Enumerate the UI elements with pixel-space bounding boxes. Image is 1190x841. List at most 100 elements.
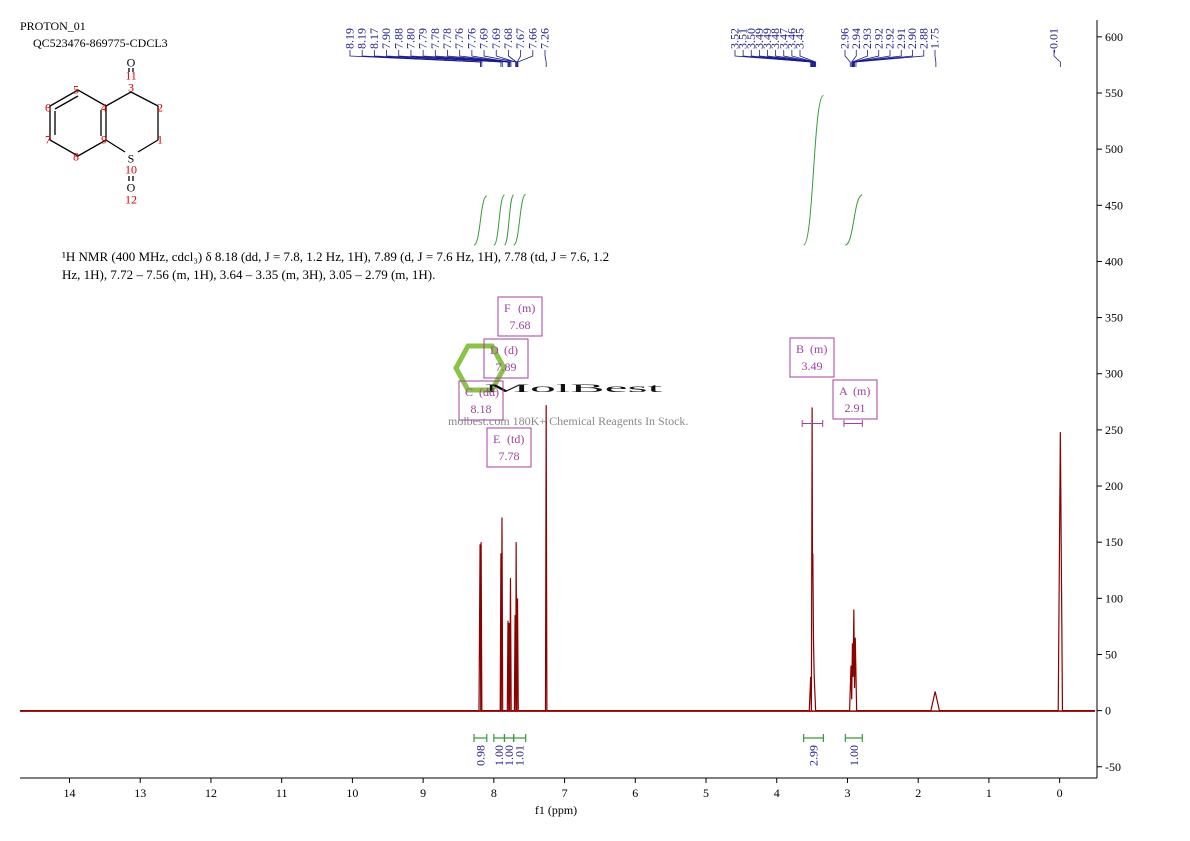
y-tick-label: 200 bbox=[1105, 479, 1123, 493]
x-tick-label: 8 bbox=[491, 786, 497, 800]
atom-label: 1 bbox=[157, 133, 163, 147]
multiplet-kind: (td) bbox=[507, 432, 524, 446]
peak-label: 2.91 bbox=[894, 28, 908, 49]
peak-connector bbox=[447, 50, 510, 67]
integral-curve bbox=[513, 194, 527, 246]
peak-connector bbox=[799, 50, 817, 67]
peak-label: 2.96 bbox=[838, 28, 852, 49]
peak-connector bbox=[783, 50, 815, 67]
x-tick-label: 1 bbox=[986, 786, 992, 800]
peak-label: 3.51 bbox=[736, 28, 750, 49]
y-tick-label: 150 bbox=[1105, 535, 1123, 549]
integral-label: 1.01 bbox=[513, 745, 527, 766]
multiplet: B (m) 3.49 bbox=[789, 337, 835, 427]
multiplet-shift: 3.49 bbox=[802, 359, 823, 373]
bond bbox=[130, 91, 159, 107]
multiplet-kind: (m) bbox=[810, 342, 827, 356]
integral-label: 1.00 bbox=[492, 745, 506, 766]
peak-label: 3.49 bbox=[752, 28, 766, 49]
peak-label: 3.52 bbox=[728, 28, 742, 49]
y-tick-label: -50 bbox=[1105, 760, 1121, 774]
peak-label: 2.92 bbox=[871, 28, 885, 49]
multiplet-range bbox=[801, 420, 824, 427]
peak-connector bbox=[517, 50, 534, 67]
integral-bracket bbox=[503, 734, 515, 742]
peak-connector bbox=[544, 50, 547, 67]
peak-connector bbox=[373, 50, 483, 67]
bond bbox=[137, 139, 159, 153]
multiplet-kind: (d) bbox=[504, 343, 518, 357]
peak-label: 2.88 bbox=[916, 28, 930, 49]
peak-connector bbox=[854, 50, 913, 67]
bond bbox=[54, 95, 79, 110]
y-tick-label: 0 bbox=[1105, 704, 1111, 718]
spectrum bbox=[20, 405, 1095, 712]
watermark-logo bbox=[453, 343, 507, 393]
peak-connector bbox=[855, 50, 925, 67]
multiplet: D (d) 7.89 bbox=[483, 338, 529, 379]
peak-label: 7.88 bbox=[391, 28, 405, 49]
atom-label: 2 bbox=[157, 101, 163, 115]
atom-label: 11 bbox=[125, 69, 137, 83]
atom-label: 8 bbox=[73, 150, 79, 164]
peak-connector bbox=[852, 50, 891, 67]
peak-label: 2.93 bbox=[860, 28, 874, 49]
peak-label: 8.17 bbox=[367, 28, 381, 49]
peak-label: 7.66 bbox=[525, 28, 539, 49]
multiplet: A (m) 2.91 bbox=[832, 379, 878, 427]
multiplet-box bbox=[789, 337, 835, 378]
x-tick-label: 5 bbox=[703, 786, 709, 800]
integral-label: 0.98 bbox=[473, 745, 487, 766]
integral-label: 1.00 bbox=[847, 745, 861, 766]
peak-connector bbox=[398, 50, 503, 67]
description: ¹H NMR (400 MHz, cdcl₃) δ 8.18 (dd, J = … bbox=[62, 249, 610, 282]
peak-connector bbox=[775, 50, 814, 67]
y-tick-label: 100 bbox=[1105, 591, 1123, 605]
watermark: MolBest molbest.com 180K+ Chemical Reagen… bbox=[448, 343, 688, 428]
peak-label: 2.94 bbox=[849, 28, 863, 49]
atom-label: 12 bbox=[125, 193, 137, 207]
peak-connector bbox=[422, 50, 510, 67]
peak-label: 7.90 bbox=[379, 28, 393, 49]
y-tick-label: 250 bbox=[1105, 423, 1123, 437]
peak-connector bbox=[851, 50, 857, 67]
peak-connector bbox=[1053, 50, 1061, 67]
multiplet-box bbox=[832, 379, 878, 420]
integral-bracket bbox=[473, 734, 488, 742]
peak-label: 8.19 bbox=[355, 28, 369, 49]
peak-label: 7.78 bbox=[428, 28, 442, 49]
integral-label: 1.00 bbox=[502, 745, 516, 766]
peak-label: 7.76 bbox=[464, 28, 478, 49]
atom-label: 7 bbox=[45, 133, 51, 147]
y-tick-label: 450 bbox=[1105, 198, 1123, 212]
x-tick-label: 0 bbox=[1057, 786, 1063, 800]
x-tick-label: 4 bbox=[774, 786, 780, 800]
peak-connector bbox=[934, 50, 937, 67]
x-tick-label: 7 bbox=[562, 786, 568, 800]
multiplet-name: E bbox=[493, 432, 500, 446]
peak-label: 7.78 bbox=[440, 28, 454, 49]
multiplet-name: A bbox=[839, 384, 848, 398]
integral-curve bbox=[845, 194, 863, 246]
integral-curve bbox=[503, 194, 515, 246]
integral-bracket bbox=[493, 734, 506, 742]
x-tick-label: 10 bbox=[346, 786, 358, 800]
multiplet-kind: (m) bbox=[518, 301, 535, 315]
peak-label: 3.46 bbox=[784, 28, 798, 49]
integral-curve bbox=[473, 195, 488, 246]
atom-label: 3 bbox=[128, 81, 134, 95]
multiplet-range bbox=[843, 420, 863, 427]
peak-label: 7.79 bbox=[416, 28, 430, 49]
multiplet-shift: 7.89 bbox=[496, 360, 517, 374]
peak-label: 7.69 bbox=[477, 28, 491, 49]
watermark-tagline: molbest.com 180K+ Chemical Reagents In S… bbox=[448, 414, 688, 428]
bond bbox=[105, 139, 126, 153]
integral-curve bbox=[803, 95, 824, 246]
peak-label: 8.19 bbox=[343, 28, 357, 49]
y-tick-label: 600 bbox=[1105, 30, 1123, 44]
peak-label: 7.26 bbox=[538, 28, 552, 49]
peak-label: 3.45 bbox=[793, 28, 807, 49]
x-tick-label: 13 bbox=[134, 786, 146, 800]
